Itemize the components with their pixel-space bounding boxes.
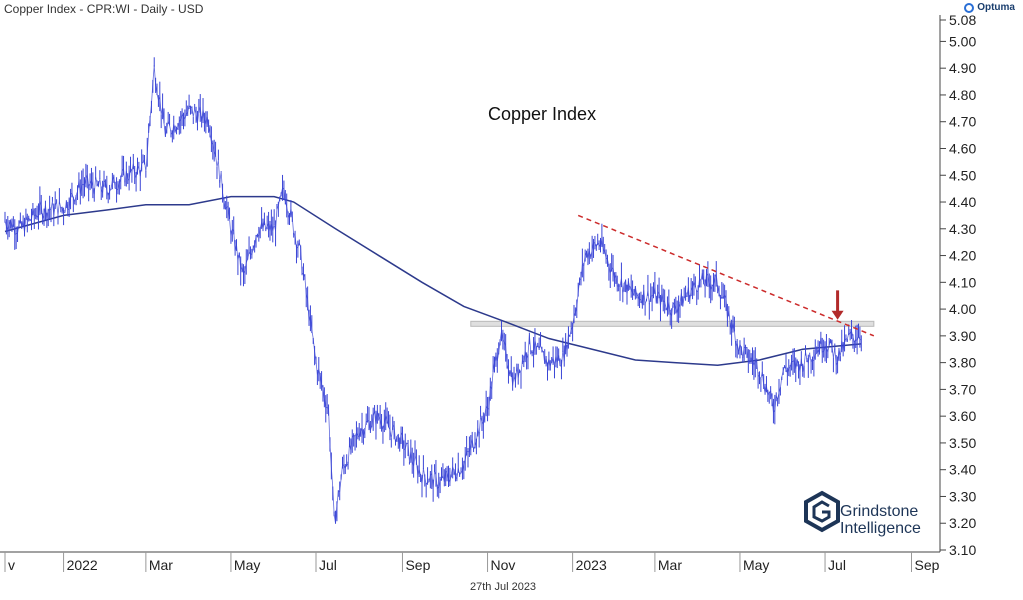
support-level-band — [470, 320, 875, 327]
moving-average-line — [4, 195, 862, 367]
y-tick-label: 3.30 — [949, 488, 976, 504]
brand-name: Optuma — [977, 2, 1015, 13]
y-tick-label: 3.60 — [949, 408, 976, 424]
x-tick-label: 2022 — [67, 557, 98, 573]
down-arrow-icon — [831, 310, 844, 320]
y-tick-label: 3.10 — [949, 542, 976, 558]
hexagon-logo-icon — [804, 490, 840, 533]
y-tick-label: 5.00 — [949, 33, 976, 49]
x-tick-label: Mar — [149, 557, 173, 573]
y-tick-label: 4.40 — [949, 194, 976, 210]
y-tick-label: 4.70 — [949, 114, 976, 130]
x-tick-label: Mar — [658, 557, 682, 573]
x-tick-label: Sep — [405, 557, 430, 573]
logo-line-2: Intelligence — [840, 520, 921, 537]
y-tick-label: 4.60 — [949, 140, 976, 156]
y-tick-label: 3.50 — [949, 435, 976, 451]
y-tick-label: 3.20 — [949, 515, 976, 531]
chart-annotation-title: Copper Index — [488, 104, 596, 124]
x-tick-label: 2023 — [576, 557, 607, 573]
y-tick-label: 4.20 — [949, 248, 976, 264]
y-tick-label: 4.50 — [949, 167, 976, 183]
x-tick-label: Jul — [828, 557, 846, 573]
y-tick-label: 5.08 — [949, 12, 976, 28]
y-tick-label: 3.70 — [949, 381, 976, 397]
x-tick-label: Sep — [915, 557, 940, 573]
axes: 5.08 5.00 4.90 4.80 4.70 4.60 4.50 4.40 4.30 4.20… — [0, 12, 976, 573]
x-tick-label: May — [743, 557, 769, 573]
y-tick-label: 4.00 — [949, 301, 976, 317]
plot-area — [4, 57, 875, 524]
chart-header-title: Copper Index - CPR:WI - Daily - USD — [4, 2, 204, 16]
logo-g-icon — [812, 500, 831, 523]
brand-logo: Optuma — [964, 2, 1015, 13]
optuma-icon — [964, 2, 975, 13]
y-tick-label: 4.90 — [949, 60, 976, 76]
y-tick-label: 4.10 — [949, 274, 976, 290]
x-tick-label: Jul — [319, 557, 337, 573]
x-tick-label: May — [234, 557, 260, 573]
y-tick-label: 3.80 — [949, 355, 976, 371]
y-tick-label: 3.90 — [949, 328, 976, 344]
price-series — [4, 57, 862, 524]
date-caption: 27th Jul 2023 — [470, 581, 537, 593]
x-tick-label: v — [8, 557, 15, 573]
logo-line-1: Grindstone — [840, 503, 918, 520]
grindstone-logo: Grindstone Intelligence — [804, 490, 921, 537]
price-line — [4, 65, 862, 524]
y-tick-label: 3.40 — [949, 462, 976, 478]
downtrend-line — [577, 214, 875, 337]
y-tick-label: 4.30 — [949, 221, 976, 237]
y-tick-label: 4.80 — [949, 87, 976, 103]
x-tick-label: Nov — [491, 557, 516, 573]
